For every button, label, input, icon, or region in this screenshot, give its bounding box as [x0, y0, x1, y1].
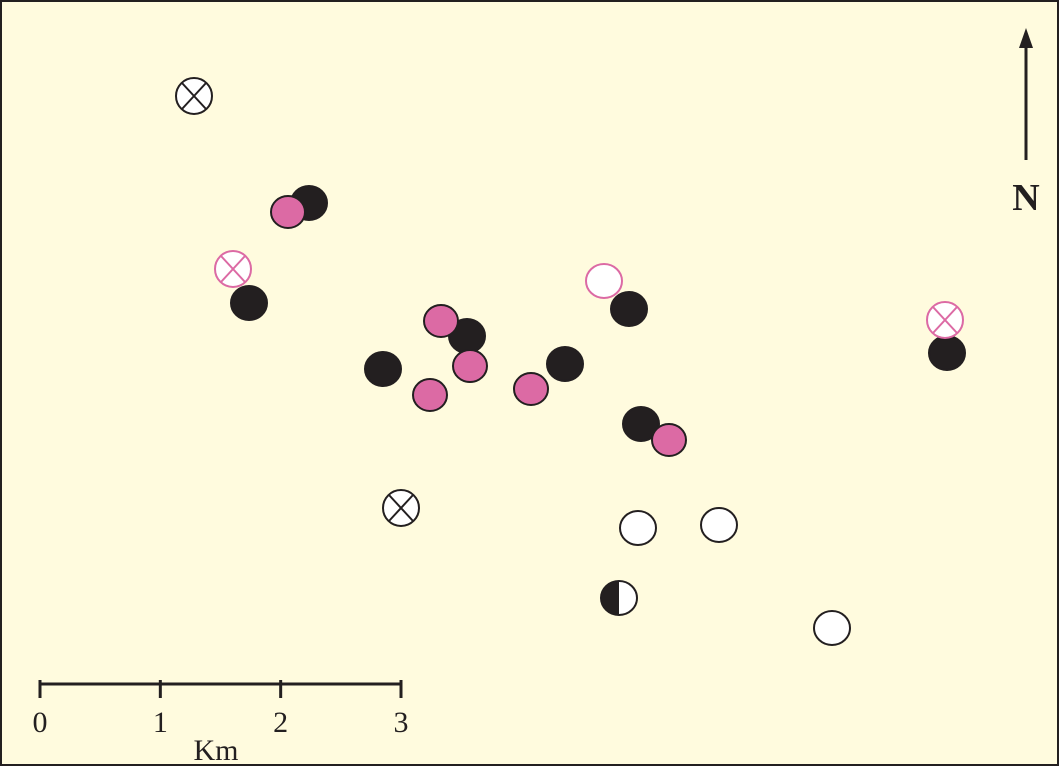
scale-unit: Km — [194, 734, 239, 766]
site — [513, 372, 549, 406]
site — [412, 378, 448, 412]
crossed-site — [382, 489, 420, 527]
half-site — [600, 580, 638, 616]
site — [452, 349, 488, 383]
scale-tick-label: 1 — [153, 706, 168, 739]
site — [230, 285, 268, 321]
site — [700, 507, 738, 543]
site — [651, 423, 687, 457]
pink-sites — [270, 195, 687, 457]
scale-tick-label: 0 — [33, 706, 48, 739]
site — [813, 610, 851, 646]
site — [622, 406, 660, 442]
north-label: N — [1012, 177, 1039, 219]
site — [546, 346, 584, 382]
site — [610, 291, 648, 327]
scale-bar: Km 0 1 2 3 — [33, 680, 409, 766]
site-half — [601, 581, 619, 615]
crossed-sites — [175, 77, 964, 527]
site — [423, 304, 459, 338]
crossed-site — [926, 301, 964, 339]
site — [585, 263, 623, 299]
crossed-site — [175, 77, 213, 115]
scale-tick-label: 2 — [273, 706, 288, 739]
site — [270, 195, 306, 229]
site — [364, 351, 402, 387]
site — [619, 510, 657, 546]
scale-tick-label: 3 — [394, 706, 409, 739]
crossed-site — [214, 250, 252, 288]
white-sites — [619, 507, 851, 646]
north-arrow: N — [1012, 28, 1040, 219]
site — [928, 335, 966, 371]
